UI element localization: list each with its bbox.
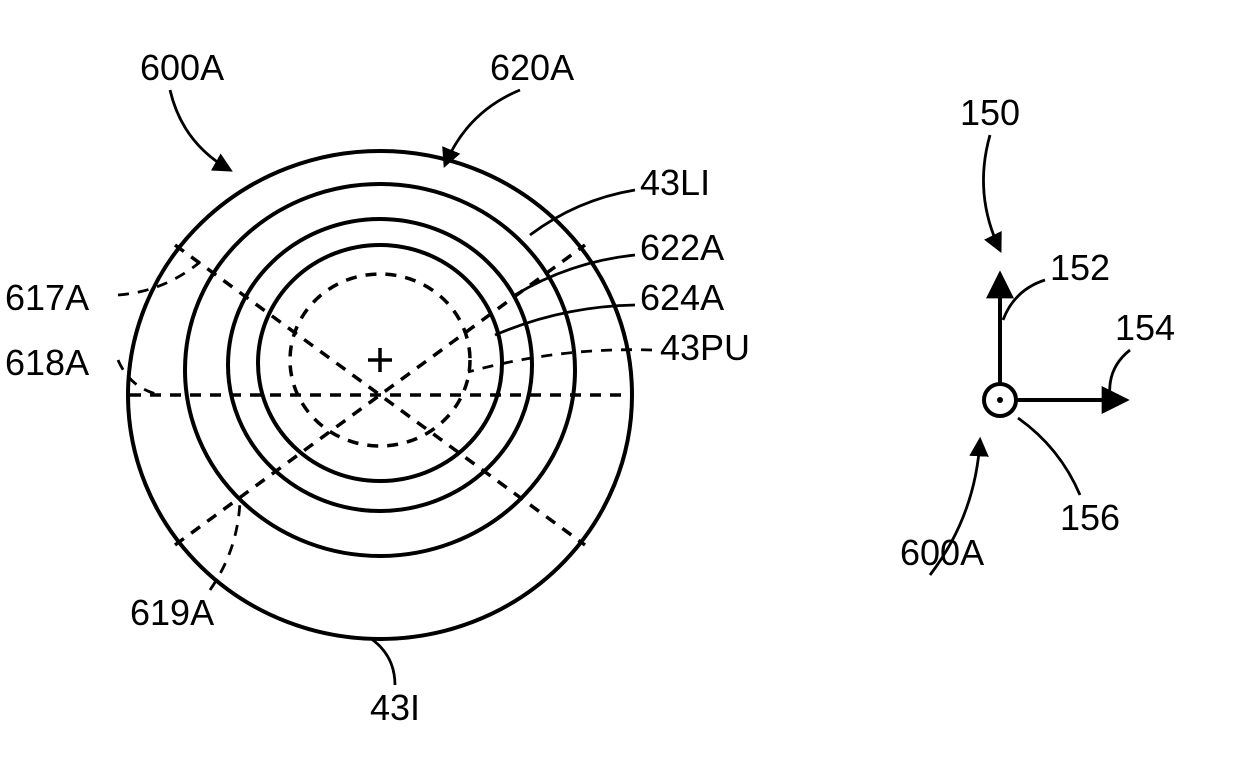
label-l_619A: 619A	[130, 592, 214, 633]
leader-l_622A	[515, 255, 635, 295]
label-l_152: 152	[1050, 247, 1110, 288]
label-l_154: 154	[1115, 307, 1175, 348]
leader-l_43I	[370, 638, 395, 685]
label-l_43PU: 43PU	[660, 327, 750, 368]
leader-l_43PU	[468, 350, 652, 372]
leader-l_618A	[118, 360, 160, 395]
label-l_620A: 620A	[490, 47, 574, 88]
label-l_622A: 622A	[640, 227, 724, 268]
label-l_156: 156	[1060, 497, 1120, 538]
leader-l_152	[1003, 280, 1045, 320]
leader-l_600A_top	[170, 90, 230, 170]
label-l_617A: 617A	[5, 277, 89, 318]
label-l_43I: 43I	[370, 687, 420, 728]
label-l_624A: 624A	[640, 277, 724, 318]
leader-l_620A	[445, 90, 520, 165]
eye-schematic	[128, 151, 632, 639]
label-l_600A_axes: 600A	[900, 532, 984, 573]
label-l_600A_top: 600A	[140, 47, 224, 88]
leader-l_156	[1018, 418, 1080, 495]
leader-l_154	[1110, 350, 1130, 397]
leader-l_150	[983, 135, 1000, 250]
label-l_150: 150	[960, 92, 1020, 133]
axes-origin-dot	[997, 397, 1003, 403]
coordinate-axes	[984, 275, 1125, 416]
label-l_618A: 618A	[5, 342, 89, 383]
label-l_43LI: 43LI	[640, 162, 710, 203]
